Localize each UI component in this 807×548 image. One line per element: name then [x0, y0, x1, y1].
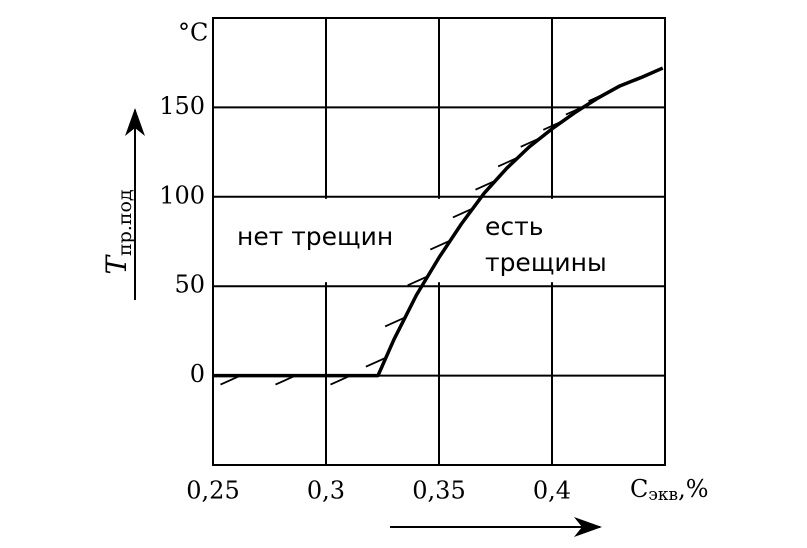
hatch [330, 374, 351, 386]
x-tick-label: 0,3 [307, 477, 345, 505]
y-tick-label: 150 [159, 92, 205, 120]
x-tick-label: 0,25 [186, 477, 239, 505]
hatch [497, 156, 519, 168]
hatch [384, 316, 406, 328]
y-unit: °C [178, 19, 208, 47]
annotation: есть [485, 212, 543, 241]
x-tick-label: 0,35 [412, 477, 465, 505]
hatch [542, 119, 564, 131]
x-label-main: C [630, 475, 648, 503]
hatch [407, 275, 429, 287]
y-tick-label: 50 [174, 271, 205, 299]
hatch [429, 239, 451, 251]
annotation: нет трещин [237, 222, 393, 251]
x-label-suffix: ,% [678, 475, 708, 503]
y-label-main: T [100, 254, 133, 275]
y-tick-label: 0 [190, 360, 205, 388]
annotation: трещины [485, 248, 607, 277]
hatch [520, 136, 542, 148]
x-axis-label: Cэкв,% [630, 475, 709, 505]
hatch [610, 80, 632, 92]
hatch [365, 356, 387, 368]
y-axis-label: Tпр.под [100, 189, 137, 274]
hatch [565, 104, 587, 116]
x-label-sub: экв [648, 485, 678, 505]
x-tick-label: 0,4 [533, 477, 571, 505]
y-tick-label: 100 [159, 181, 205, 209]
hatch [275, 374, 296, 386]
hatch [452, 207, 474, 219]
hatch [475, 179, 496, 191]
hatch [632, 71, 653, 83]
hatch [220, 374, 241, 386]
label-band [215, 198, 663, 283]
hatch [588, 91, 609, 103]
y-label-sub: пр.под [114, 189, 136, 256]
